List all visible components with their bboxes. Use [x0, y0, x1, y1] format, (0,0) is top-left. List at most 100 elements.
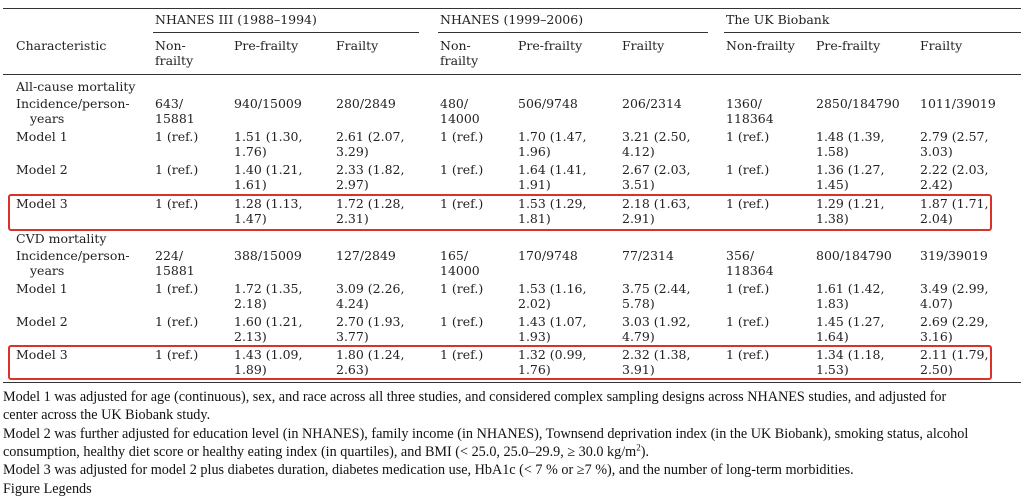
table-cell: 1 (ref.) — [726, 314, 769, 329]
highlight-box-allcause-model3 — [8, 194, 992, 231]
table-cell-line: 2.69 (2.29, — [920, 314, 989, 329]
header-rule — [3, 74, 1021, 75]
table-cell-line: 1 (ref.) — [726, 196, 770, 211]
table-cell-line: 3.03 (1.92, — [622, 314, 691, 329]
table-cell-line: 1 (ref.) — [155, 281, 199, 296]
table-cell-line: 2.22 (2.03, — [920, 162, 989, 177]
table-cell: 480/14000 — [440, 96, 480, 126]
table-cell-line: 2850/184790 — [816, 96, 900, 111]
row-label: Model 1 — [16, 129, 68, 144]
table-cell: 1.28 (1.13, 1.47) — [234, 196, 303, 226]
table-cell-line: 1.89) — [234, 362, 267, 377]
column-header-line: Non- — [155, 38, 186, 53]
table-cell-line: 1.29 (1.21, — [816, 196, 885, 211]
table-cell-line: 1.81) — [518, 211, 551, 226]
column-header: Non-frailty — [155, 38, 193, 68]
column-header-line: Pre-frailty — [816, 38, 881, 53]
table-cell-line: 2.61 (2.07, — [336, 129, 405, 144]
table-cell: 1360/118364 — [726, 96, 774, 126]
table-cell-line: 1.72 (1.35, — [234, 281, 303, 296]
table-cell-line: 1.76) — [234, 144, 267, 159]
table-cell-line: 1.51 (1.30, — [234, 129, 303, 144]
row-label-line: Model 1 — [16, 129, 68, 144]
table-cell: 2.61 (2.07, 3.29) — [336, 129, 405, 159]
table-cell: 2.18 (1.63, 2.91) — [622, 196, 691, 226]
table-cell: 206/2314 — [622, 96, 682, 111]
table-cell-line: 2.97) — [336, 177, 369, 192]
table-cell: 2.67 (2.03, 3.51) — [622, 162, 691, 192]
figure-legends-heading: Figure Legends — [3, 481, 92, 497]
table-cell-line: 3.49 (2.99, — [920, 281, 989, 296]
table-cell: 1 (ref.) — [726, 162, 769, 177]
table-cell: 356/118364 — [726, 248, 774, 278]
table-cell-line: 4.79) — [622, 329, 655, 344]
column-header-line: Non-frailty — [726, 38, 795, 53]
table-cell-line: 1.76) — [518, 362, 551, 377]
top-rule — [3, 8, 1021, 9]
row-label: Model 1 — [16, 281, 68, 296]
column-header: Pre-frailty — [234, 38, 298, 53]
table-cell-line: 1.91) — [518, 177, 551, 192]
table-cell-line: 2.18) — [234, 296, 267, 311]
table-cell-line: 2.02) — [518, 296, 551, 311]
table-cell: 1 (ref.) — [440, 281, 483, 296]
table-cell-line: 2.63) — [336, 362, 369, 377]
table-cell-line: 1.45 (1.27, — [816, 314, 885, 329]
table-cell-line: 2.18 (1.63, — [622, 196, 691, 211]
table-cell-line: 2.50) — [920, 362, 953, 377]
table-bottom-rule — [3, 382, 1021, 383]
table-cell-line: 800/184790 — [816, 248, 892, 263]
table-cell-line: 1.43 (1.07, — [518, 314, 587, 329]
table-cell: 2.32 (1.38, 3.91) — [622, 347, 691, 377]
table-cell-line: 1.36 (1.27, — [816, 162, 885, 177]
note-model1-line1: Model 1 was adjusted for age (continuous… — [3, 389, 947, 405]
highlight-box-cvd-model3 — [8, 345, 992, 380]
group-header-nhanes3: NHANES III (1988–1994) — [155, 12, 317, 27]
table-cell-line: 388/15009 — [234, 248, 302, 263]
table-cell-line: 3.91) — [622, 362, 655, 377]
table-cell: 1 (ref.) — [155, 281, 198, 296]
table-cell-line: 170/9748 — [518, 248, 578, 263]
row-label: Model 2 — [16, 162, 68, 177]
table-cell-line: 1.47) — [234, 211, 267, 226]
table-cell-line: 3.21 (2.50, — [622, 129, 691, 144]
table-cell: 1.29 (1.21, 1.38) — [816, 196, 885, 226]
table-cell-line: 1.45) — [816, 177, 849, 192]
table-cell: 1.48 (1.39, 1.58) — [816, 129, 885, 159]
table-cell: 1.72 (1.28, 2.31) — [336, 196, 405, 226]
table-cell-line: 1.96) — [518, 144, 551, 159]
row-label-line: Model 3 — [16, 196, 68, 211]
table-cell-line: 14000 — [440, 111, 480, 126]
table-cell-line: 2.42) — [920, 177, 953, 192]
table-cell: 1 (ref.) — [726, 129, 769, 144]
table-cell-line: 1.87 (1.71, — [920, 196, 989, 211]
table-cell-line: 643/ — [155, 96, 184, 111]
table-cell: 1 (ref.) — [726, 347, 769, 362]
table-cell-line: 1 (ref.) — [440, 196, 484, 211]
table-cell-line: 2.11 (1.79, — [920, 347, 989, 362]
table-cell: 2.69 (2.29, 3.16) — [920, 314, 989, 344]
table-cell: 1.40 (1.21, 1.61) — [234, 162, 303, 192]
table-cell-line: 2.32 (1.38, — [622, 347, 691, 362]
table-cell-line: 1.58) — [816, 144, 849, 159]
table-cell-line: 3.16) — [920, 329, 953, 344]
column-header-line: Frailty — [920, 38, 963, 53]
table-cell-line: 1.70 (1.47, — [518, 129, 587, 144]
table-cell-line: 1.83) — [816, 296, 849, 311]
table-cell: 506/9748 — [518, 96, 578, 111]
group-rule-nhanes — [438, 32, 708, 33]
note-model1-line2: center across the UK Biobank study. — [3, 407, 211, 423]
table-cell-line: 1.38) — [816, 211, 849, 226]
table-cell: 3.75 (2.44, 5.78) — [622, 281, 691, 311]
table-cell: 1.43 (1.09, 1.89) — [234, 347, 303, 377]
column-header-line: frailty — [155, 53, 194, 68]
table-cell-line: 3.09 (2.26, — [336, 281, 405, 296]
column-header: Non-frailty — [440, 38, 478, 68]
table-cell-line: 1.40 (1.21, — [234, 162, 303, 177]
row-label-line: years — [30, 111, 65, 126]
row-label: Incidence/person-years — [16, 96, 130, 126]
table-cell-line: 1.93) — [518, 329, 551, 344]
table-cell-line: 1 (ref.) — [155, 129, 199, 144]
group-rule-ukb — [724, 32, 1021, 33]
table-cell-line: 1.53 (1.16, — [518, 281, 587, 296]
